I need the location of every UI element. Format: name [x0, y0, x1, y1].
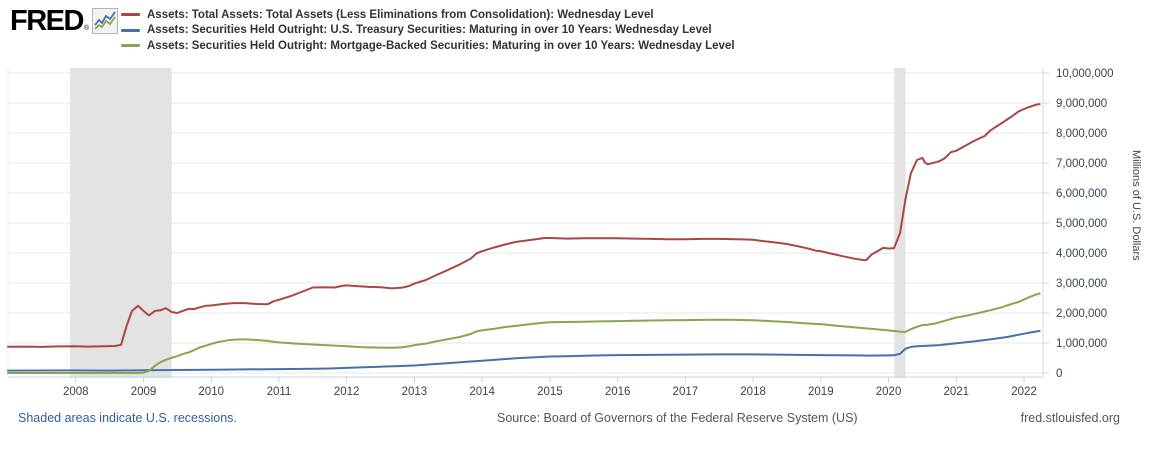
- x-tick-label: 2014: [469, 386, 495, 398]
- legend-label: Assets: Total Assets: Total Assets (Less…: [147, 8, 654, 21]
- legend-label: Assets: Securities Held Outright: Mortga…: [147, 39, 735, 52]
- series-line[interactable]: [7, 103, 1041, 348]
- x-tick-label: 2019: [808, 386, 834, 398]
- x-tick-label: 2009: [131, 386, 157, 398]
- x-tick-label: 2020: [876, 386, 902, 398]
- x-tick-label: 2015: [537, 386, 563, 398]
- y-tick-label: 7,000,000: [1056, 158, 1107, 170]
- x-tick-label: 2022: [1011, 386, 1037, 398]
- y-tick-label: 10,000,000: [1056, 68, 1114, 80]
- x-tick-label: 2010: [198, 386, 224, 398]
- y-tick-label: 0: [1056, 368, 1062, 380]
- y-tick-label: 3,000,000: [1056, 278, 1107, 290]
- y-tick-label: 9,000,000: [1056, 98, 1107, 110]
- chart-footer: Shaded areas indicate U.S. recessions. S…: [0, 411, 1168, 431]
- fred-site-link[interactable]: fred.stlouisfed.org: [1020, 411, 1120, 425]
- fred-logo[interactable]: FRED ®: [10, 5, 119, 37]
- series-line[interactable]: [7, 292, 1041, 374]
- x-tick-label: 2021: [944, 386, 970, 398]
- y-tick-label: 2,000,000: [1056, 308, 1107, 320]
- legend-item-treasuries: Assets: Securities Held Outright: U.S. T…: [121, 23, 735, 39]
- legend-item-total-assets: Assets: Total Assets: Total Assets (Less…: [121, 7, 735, 23]
- y-tick-label: 6,000,000: [1056, 188, 1107, 200]
- legend-swatch-red: [121, 13, 140, 17]
- x-tick-label: 2012: [334, 386, 360, 398]
- y-tick-label: 8,000,000: [1056, 128, 1107, 140]
- recession-band: [894, 68, 906, 378]
- x-tick-label: 2013: [402, 386, 428, 398]
- x-tick-label: 2018: [740, 386, 766, 398]
- recession-note-link[interactable]: Shaded areas indicate U.S. recessions.: [18, 411, 237, 425]
- recession-band: [70, 68, 172, 378]
- legend-label: Assets: Securities Held Outright: U.S. T…: [147, 24, 712, 37]
- legend-swatch-blue: [121, 28, 140, 32]
- fred-sparkline-icon: [92, 8, 119, 34]
- y-tick-label: 4,000,000: [1056, 248, 1107, 260]
- legend-swatch-green: [121, 44, 140, 48]
- y-axis-unit-label: Millions of U.S. Dollars: [1130, 150, 1142, 261]
- x-tick-label: 2008: [63, 386, 89, 398]
- source-text: Source: Board of Governors of the Federa…: [497, 411, 858, 425]
- registered-mark: ®: [83, 25, 90, 32]
- fred-logo-text: FRED: [10, 5, 84, 37]
- y-tick-label: 5,000,000: [1056, 218, 1107, 230]
- x-tick-label: 2017: [673, 386, 699, 398]
- y-tick-label: 1,000,000: [1056, 338, 1107, 350]
- series-line[interactable]: [7, 330, 1041, 372]
- x-tick-label: 2011: [267, 386, 292, 398]
- legend-item-mbs: Assets: Securities Held Outright: Mortga…: [121, 38, 735, 54]
- x-tick-label: 2016: [605, 386, 631, 398]
- chart-legend: Assets: Total Assets: Total Assets (Less…: [121, 7, 735, 54]
